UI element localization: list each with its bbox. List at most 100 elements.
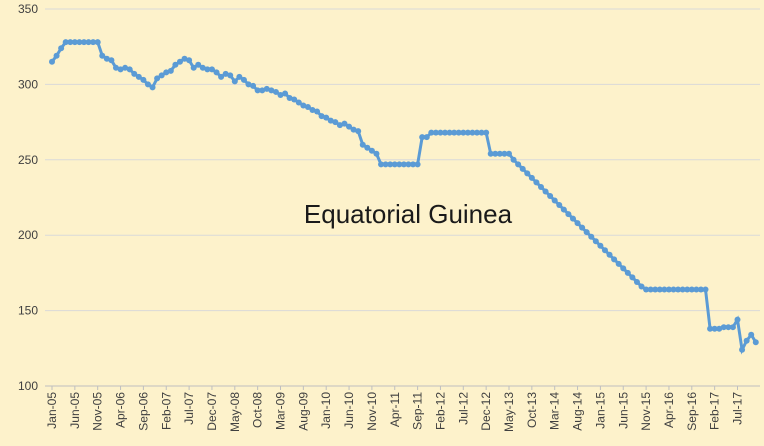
data-point <box>451 129 458 136</box>
data-point <box>76 39 83 46</box>
data-point <box>606 251 613 258</box>
data-point <box>154 75 161 82</box>
x-tick-label: Nov-05 <box>91 392 105 431</box>
data-point <box>90 39 97 46</box>
data-point <box>510 156 517 163</box>
x-tick-label: Sep-16 <box>685 392 699 431</box>
x-tick-label: Aug-14 <box>571 392 585 431</box>
data-point <box>665 286 672 293</box>
data-point <box>693 286 700 293</box>
data-point <box>442 129 449 136</box>
data-point <box>501 150 508 157</box>
data-point <box>615 260 622 267</box>
data-point <box>300 102 307 109</box>
x-tick-label: Nov-15 <box>639 392 653 431</box>
data-point <box>387 161 394 168</box>
x-tick-label: Nov-10 <box>365 392 379 431</box>
data-point <box>569 215 576 222</box>
x-tick-label: Jan-10 <box>319 392 333 429</box>
data-point <box>158 72 165 79</box>
data-point <box>675 286 682 293</box>
x-tick-label: Oct-08 <box>251 392 265 428</box>
data-point <box>528 174 535 181</box>
x-tick-label: Feb-17 <box>708 392 722 430</box>
data-point <box>597 242 604 249</box>
data-point <box>186 57 193 64</box>
data-point <box>551 197 558 204</box>
data-point <box>496 150 503 157</box>
data-point <box>117 66 124 73</box>
data-point <box>277 91 284 98</box>
data-point <box>236 73 243 80</box>
data-point <box>163 69 170 76</box>
data-point <box>725 324 732 331</box>
x-tick-label: Jun-15 <box>616 392 630 429</box>
data-point <box>652 286 659 293</box>
data-point <box>423 134 430 141</box>
y-tick-label: 200 <box>18 228 38 242</box>
data-point <box>446 129 453 136</box>
data-point <box>309 107 316 114</box>
x-tick-label: Feb-12 <box>433 392 447 430</box>
data-point <box>245 81 252 88</box>
data-point <box>336 122 343 129</box>
data-point <box>624 269 631 276</box>
data-point <box>410 161 417 168</box>
data-point <box>53 52 60 59</box>
data-point <box>469 129 476 136</box>
data-point <box>62 39 69 46</box>
data-point <box>679 286 686 293</box>
x-tick-label: Oct-13 <box>525 392 539 428</box>
data-point <box>382 161 389 168</box>
data-point <box>272 88 279 95</box>
data-point <box>474 129 481 136</box>
x-tick-label: Sep-06 <box>136 392 150 431</box>
data-point <box>533 179 540 186</box>
data-point <box>684 286 691 293</box>
y-tick-label: 150 <box>18 304 38 318</box>
data-point <box>195 61 202 68</box>
data-point <box>71 39 78 46</box>
x-tick-label: Jul-07 <box>182 392 196 425</box>
data-point <box>332 119 339 126</box>
data-point <box>49 58 55 65</box>
data-point <box>213 69 220 76</box>
x-tick-label: May-08 <box>228 392 242 432</box>
x-tick-label: Dec-07 <box>205 392 219 431</box>
data-point <box>729 324 736 331</box>
data-point <box>537 183 544 190</box>
data-point <box>368 147 375 154</box>
data-point <box>720 324 727 331</box>
data-point <box>391 161 398 168</box>
data-point <box>506 150 512 157</box>
data-point <box>135 73 142 80</box>
data-point <box>112 64 119 71</box>
data-point <box>656 286 663 293</box>
x-tick-label: Apr-11 <box>388 392 402 427</box>
data-point <box>286 94 293 101</box>
data-point <box>611 256 618 263</box>
x-tick-label: Apr-06 <box>114 392 128 428</box>
data-point <box>547 192 554 199</box>
data-point <box>565 211 572 218</box>
data-point <box>80 39 87 46</box>
data-point <box>601 247 608 254</box>
data-point <box>419 134 426 141</box>
data-point <box>263 85 270 92</box>
data-point <box>126 66 133 73</box>
data-point <box>437 129 444 136</box>
data-point <box>592 238 599 245</box>
data-point <box>355 128 362 135</box>
data-point <box>455 129 462 136</box>
data-point <box>702 286 709 293</box>
data-point <box>295 99 302 106</box>
data-point <box>172 61 179 68</box>
data-point <box>85 39 92 46</box>
data-point <box>460 129 467 136</box>
data-point <box>222 70 229 77</box>
y-tick-label: 300 <box>18 77 38 91</box>
data-point <box>208 66 215 73</box>
x-tick-label: Jan-15 <box>593 392 607 429</box>
